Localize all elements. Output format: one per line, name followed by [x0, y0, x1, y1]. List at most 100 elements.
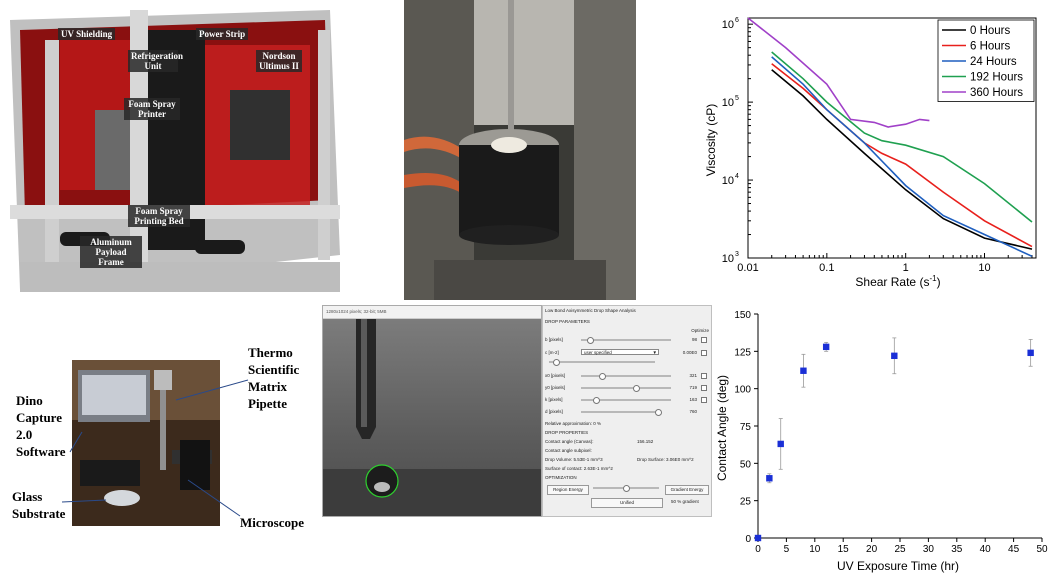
dsa-param-k-checkbox[interactable]	[701, 397, 707, 403]
dsa-param-c: c [m-2] user specified ▼ 0.00E0	[545, 349, 709, 356]
dsa-param-x0-knob[interactable]	[599, 373, 606, 380]
contact-angle-data-point	[766, 475, 773, 482]
dsa-param-d-knob[interactable]	[655, 409, 662, 416]
contact-angle-x-tick-label: 10	[809, 544, 821, 555]
drop-analysis-window: Low Bond Axisymmetric Drop Shape Analysi…	[542, 305, 712, 517]
camera-window: 1280x1024 pixels; 32-bit; 5MB	[322, 305, 542, 517]
label-printing-bed: Foam Spray Printing Bed	[128, 205, 190, 227]
dsa-param-c-slider-row	[545, 358, 709, 366]
dsa-param-d: d [pixels] 760	[545, 408, 709, 416]
contact-angle-chart: 0 5 10 15 20 25 30 35 40 45 50 0 25 50 75 100 125 150 Con…	[708, 302, 1062, 578]
viscosity-x-tick-label: 1	[903, 262, 909, 274]
viscosity-xlabel-end: )	[937, 275, 941, 289]
contact-angle-y-tick-label: 100	[734, 385, 751, 396]
dsa-optimize-header: Optimize	[691, 328, 709, 333]
contact-angle-data-point	[800, 367, 807, 374]
dsa-param-b-checkbox[interactable]	[701, 337, 707, 343]
contact-angle-x-tick-label: 0	[755, 544, 761, 555]
dsa-gradient-percent: 50 % gradient	[671, 499, 699, 504]
contact-angle-chart-svg: 0 5 10 15 20 25 30 35 40 45 50 0 25 50 75 100 125 150 Con…	[715, 310, 1048, 573]
contact-angle-x-tick-label: 25	[894, 544, 906, 555]
dsa-param-b: b [pixels] 98	[545, 336, 709, 344]
dsa-param-b-slider[interactable]	[581, 337, 671, 344]
drop-image	[323, 319, 541, 516]
contact-angle-y-tick-label: 0	[745, 534, 751, 545]
printer-photo-illustration	[10, 10, 340, 292]
dsa-param-c-select[interactable]: user specified ▼	[581, 349, 659, 355]
unified-button[interactable]: Unified	[591, 498, 663, 508]
dsa-param-b-knob[interactable]	[587, 337, 594, 344]
viscosity-y-tick-label: 10	[722, 19, 734, 31]
viscosity-series-line	[771, 51, 1033, 223]
dsa-title: Low Bond Axisymmetric Drop Shape Analysi…	[545, 308, 636, 313]
camera-image-info: 1280x1024 pixels; 32-bit; 5MB	[326, 309, 387, 314]
contact-angle-xlabel: UV Exposure Time (hr)	[837, 559, 959, 573]
label-foam-spray-printer: Foam Spray Printer	[124, 98, 180, 120]
contact-angle-x-tick-label: 50	[1036, 544, 1048, 555]
label-power-strip: Power Strip	[196, 28, 249, 40]
viscosity-xlabel-main: Shear Rate (s	[855, 275, 929, 289]
viscosity-legend-label: 24 Hours	[970, 56, 1017, 68]
dsa-drop-volume-surface: Drop Volume: 5.53E-1 mm^3 Drop Surface: …	[545, 456, 709, 463]
contact-angle-x-tick-label: 40	[980, 544, 992, 555]
dsa-drop-volume: Drop Volume: 5.53E-1 mm^3	[545, 457, 603, 462]
contact-angle-data-point	[777, 440, 784, 448]
dsa-gradient-knob[interactable]	[623, 485, 630, 492]
dsa-param-k: k [pixels] 163	[545, 396, 709, 404]
dsa-param-c-slider[interactable]	[549, 359, 655, 366]
setup-photo: Thermo Scientific Matrix Pipette Dino Ca…	[0, 340, 322, 540]
dsa-drop-surface: Drop Surface: 3.06E0 mm^2	[637, 457, 694, 462]
dsa-param-x0-checkbox[interactable]	[701, 373, 707, 379]
dsa-relative-approx: Relative approximation: 0 %	[545, 421, 602, 426]
dsa-param-d-slider[interactable]	[581, 409, 662, 416]
viscosity-x-tick-label: 10	[978, 262, 990, 274]
contact-angle-y-tick-label: 125	[734, 347, 751, 358]
gradient-energy-button[interactable]: Gradient Energy	[665, 485, 709, 495]
nozzle-photo-illustration	[404, 0, 636, 300]
contact-angle-x-tick-label: 5	[784, 544, 790, 555]
dsa-param-k-label: k [pixels]	[545, 397, 563, 402]
dsa-section-drop-parameters: DROP PARAMETERS	[545, 319, 590, 324]
dsa-contact-angle: Contact angle (Canvas): 156.152	[545, 438, 709, 445]
viscosity-ylabel: Viscosity (cP)	[704, 104, 718, 176]
camera-window-titlebar: 1280x1024 pixels; 32-bit; 5MB	[323, 306, 541, 319]
viscosity-legend-label: 192 Hours	[970, 72, 1023, 84]
dsa-param-c-value: 0.00E0	[682, 350, 697, 355]
contact-angle-x-tick-label: 15	[838, 544, 850, 555]
dsa-param-y0-knob[interactable]	[633, 385, 640, 392]
label-dino-capture: Dino Capture 2.0 Software	[16, 393, 66, 459]
dsa-contact-angle-subpixel: Contact angle subpixel:	[545, 448, 592, 453]
dsa-param-b-label: b [pixels]	[545, 337, 563, 342]
dsa-param-c-select-value: user specified	[584, 350, 612, 355]
viscosity-series-line	[771, 63, 1033, 248]
dsa-section-optimization: OPTIMIZATION	[545, 475, 577, 480]
dsa-param-d-label: d [pixels]	[545, 409, 563, 414]
dsa-param-c-knob[interactable]	[553, 359, 560, 366]
viscosity-y-tick-label: 10	[722, 97, 734, 109]
dsa-param-x0-label: x0 [pixels]	[545, 373, 566, 378]
label-payload-frame: Aluminum Payload Frame	[80, 236, 142, 268]
dsa-param-k-slider[interactable]	[581, 397, 671, 404]
region-energy-button[interactable]: Region Energy	[547, 485, 589, 495]
chevron-down-icon: ▼	[652, 350, 657, 355]
dsa-param-y0-checkbox[interactable]	[701, 385, 707, 391]
contact-angle-data-point	[754, 534, 762, 542]
dsa-gradient-slider[interactable]	[593, 485, 659, 492]
contact-angle-y-tick-label: 25	[740, 497, 752, 508]
viscosity-chart: 0.01 0.1 1 10 10 3 10 4 10 5 10 6 0 Hours 6 Hours 24 H…	[700, 0, 1062, 300]
viscosity-xlabel: Shear Rate (s-1)	[855, 274, 940, 289]
dsa-param-x0-value: 321	[689, 373, 697, 378]
viscosity-y-tick-exponent: 6	[735, 17, 739, 24]
dsa-param-c-checkbox[interactable]	[701, 350, 707, 356]
viscosity-y-tick-exponent: 4	[735, 173, 739, 180]
dsa-param-k-knob[interactable]	[593, 397, 600, 404]
viscosity-xlabel-sup: -1	[929, 274, 937, 283]
dsa-surface-contact: Surface of contact: 2.63E-1 mm^2	[545, 466, 613, 471]
viscosity-y-tick-exponent: 3	[735, 251, 739, 258]
contact-angle-x-tick-label: 20	[866, 544, 878, 555]
dsa-param-x0-slider[interactable]	[581, 373, 671, 380]
nozzle-photo	[404, 0, 636, 300]
viscosity-series-line	[771, 69, 1033, 250]
dsa-param-y0-slider[interactable]	[581, 385, 671, 392]
label-nordson: Nordson Ultimus II	[256, 50, 302, 72]
